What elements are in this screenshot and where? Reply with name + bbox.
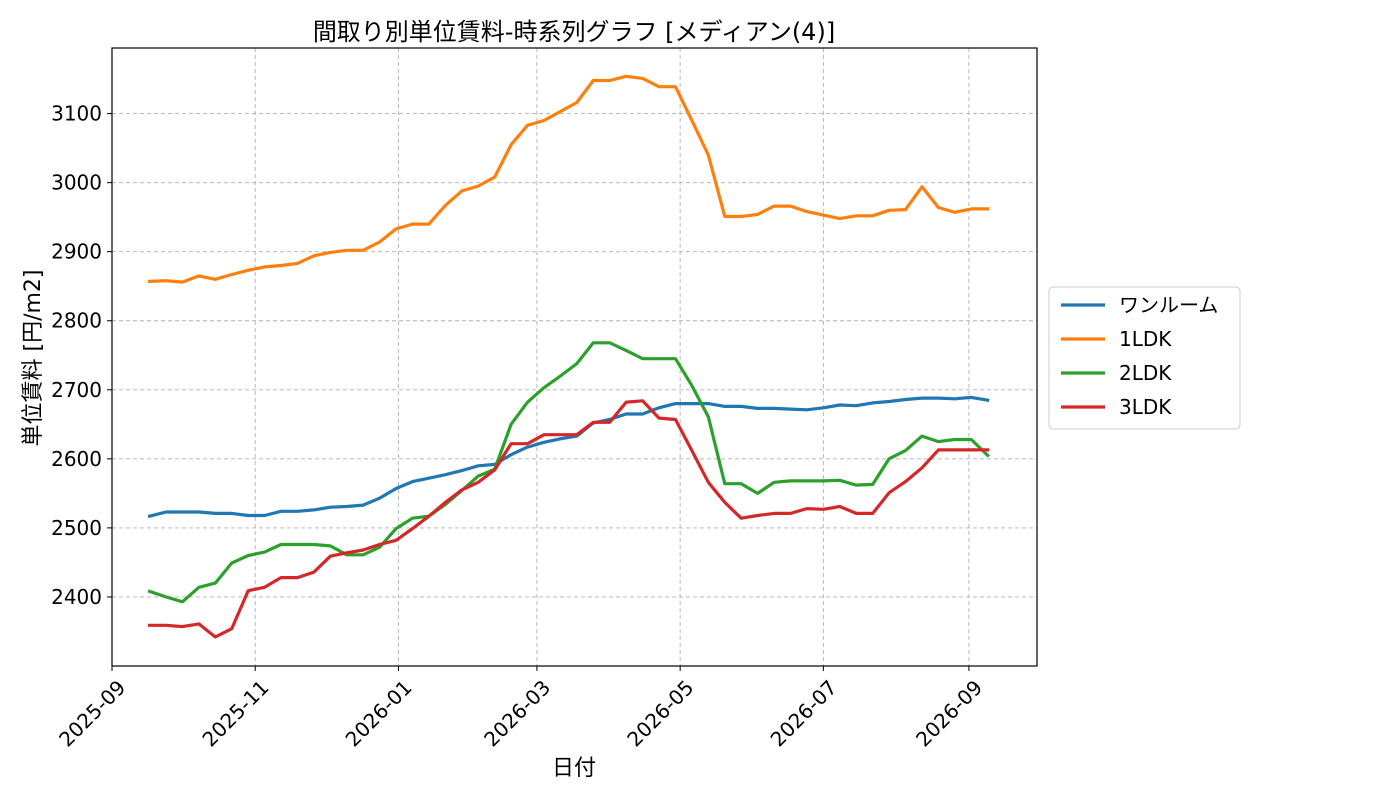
legend-label: 2LDK bbox=[1119, 361, 1172, 385]
chart-title: 間取り別単位賃料-時系列グラフ [メディアン(4)] bbox=[313, 18, 835, 46]
y-tick-label: 3100 bbox=[51, 102, 102, 126]
legend-box bbox=[1048, 286, 1241, 430]
x-tick-label: 2026-03 bbox=[479, 675, 555, 751]
x-tick-label: 2026-07 bbox=[766, 675, 842, 751]
series-line-2 bbox=[147, 341, 990, 604]
x-axis-title: 日付 bbox=[552, 756, 596, 781]
y-tick-label: 2800 bbox=[51, 309, 102, 333]
legend-label: ワンルーム bbox=[1119, 293, 1218, 317]
y-tick-label: 2700 bbox=[51, 378, 102, 402]
plot-frame bbox=[111, 47, 1038, 667]
x-axis-ticks: 2025-09 2025-11 2026-01 2026-03 2026-05 2026-… bbox=[54, 666, 987, 751]
grid bbox=[111, 48, 1037, 666]
y-axis-ticks: 2400 2500 2600 2700 2800 2900 3000 3100 bbox=[51, 102, 112, 609]
x-tick-label: 2026-09 bbox=[911, 675, 987, 751]
y-tick-label: 3000 bbox=[51, 171, 102, 195]
legend: ワンルーム 1LDK 2LDK 3LDK bbox=[1048, 286, 1241, 430]
x-tick-label: 2026-01 bbox=[341, 675, 417, 751]
y-tick-label: 2400 bbox=[51, 585, 102, 609]
series-line-0 bbox=[147, 395, 990, 519]
series-line-1 bbox=[147, 74, 990, 284]
series-line-3 bbox=[148, 399, 990, 639]
legend-label: 3LDK bbox=[1119, 395, 1172, 419]
y-tick-label: 2600 bbox=[51, 447, 102, 471]
series-lines bbox=[147, 74, 990, 639]
y-axis-title: 単位賃料 [円/m2] bbox=[21, 270, 46, 447]
legend-label: 1LDK bbox=[1119, 327, 1172, 351]
x-tick-label: 2026-05 bbox=[622, 675, 698, 751]
x-tick-label: 2025-11 bbox=[197, 675, 273, 751]
y-tick-label: 2900 bbox=[51, 240, 102, 264]
x-tick-label: 2025-09 bbox=[54, 675, 130, 751]
y-tick-label: 2500 bbox=[51, 516, 102, 540]
